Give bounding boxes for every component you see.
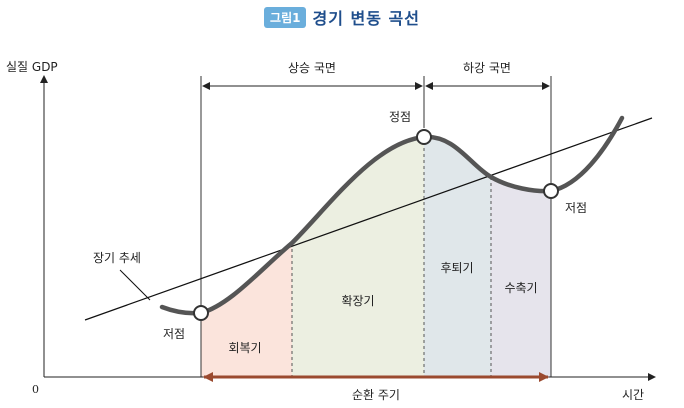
recovery-region: [201, 243, 292, 377]
trough-right-marker: [543, 183, 559, 199]
recession-region: [424, 136, 491, 377]
contraction-label: 수축기: [504, 281, 537, 295]
x-axis-label: 시간: [622, 388, 644, 402]
recovery-label: 회복기: [228, 341, 261, 355]
origin-label: 0: [32, 383, 39, 396]
figure-badge: 그림1: [264, 6, 307, 28]
trend-leader-line: [119, 269, 151, 301]
figure-title-text: 경기 변동 곡선: [312, 9, 420, 28]
trough-right-label: 저점: [565, 201, 587, 215]
falling-phase-label: 하강 국면: [463, 61, 511, 75]
y-axis-label: 실질 GDP: [6, 60, 58, 74]
trend-line: [84, 117, 653, 321]
trough-left-label: 저점: [163, 327, 185, 341]
expansion-label: 확장기: [341, 294, 374, 308]
trend-label: 장기 추세: [93, 251, 141, 265]
expansion-region: [292, 137, 424, 377]
rising-phase-label: 상승 국면: [288, 61, 336, 75]
recession-label: 후퇴기: [440, 261, 473, 275]
figure-title: 그림1 경기 변동 곡선: [0, 6, 684, 28]
trough-left-marker: [193, 305, 209, 321]
cycle-label: 순환 주기: [352, 388, 400, 402]
peak-label: 정점: [389, 110, 411, 124]
peak-marker: [416, 129, 432, 145]
contraction-region: [491, 177, 551, 377]
